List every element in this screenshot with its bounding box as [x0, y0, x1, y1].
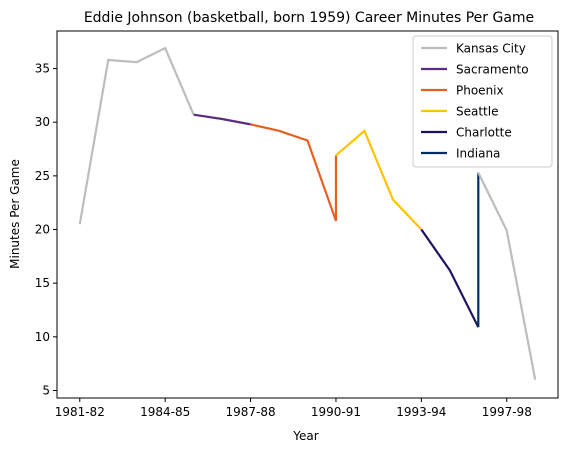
series-line-4 [420, 228, 480, 328]
x-axis: 1981-82 1984-85 1987-88 1990-91 1993-94 1997-… [55, 398, 532, 419]
x-tick-label: 1997-98 [482, 405, 532, 419]
legend: Kansas City Sacramento Phoenix Seattle Charl… [412, 35, 553, 168]
series-line-2 [250, 123, 338, 222]
y-tick-label: 10 [35, 330, 50, 344]
x-tick-label: 1984-85 [140, 405, 190, 419]
y-tick-label: 20 [35, 223, 50, 237]
y-tick-label: 5 [42, 383, 50, 397]
x-tick-label: 1990-91 [311, 405, 361, 419]
series-lines [78, 46, 537, 380]
y-tick-label: 25 [35, 169, 50, 183]
legend-label: Indiana [456, 147, 500, 161]
series-line-6 [477, 172, 537, 380]
y-axis: 5 10 15 20 25 30 35 [35, 62, 57, 397]
legend-label: Sacramento [456, 63, 529, 77]
y-tick-label: 35 [35, 62, 50, 76]
plot-frame [56, 30, 559, 399]
series-line-0 [78, 46, 195, 225]
y-axis-label: Minutes Per Game [8, 159, 22, 269]
y-tick-label: 15 [35, 276, 50, 290]
legend-label: Charlotte [456, 126, 512, 140]
x-tick-label: 1993-94 [396, 405, 446, 419]
series-line-3 [335, 128, 423, 231]
legend-label: Kansas City [456, 42, 526, 56]
y-tick-label: 30 [35, 115, 50, 129]
x-tick-label: 1987-88 [225, 405, 275, 419]
x-tick-label: 1981-82 [55, 405, 105, 419]
series-line-1 [193, 113, 251, 126]
legend-label: Seattle [456, 105, 498, 119]
x-axis-label: Year [292, 429, 318, 443]
chart-title: Eddie Johnson (basketball, born 1959) Ca… [84, 10, 534, 26]
legend-label: Phoenix [456, 84, 504, 98]
legend-frame [412, 35, 553, 168]
